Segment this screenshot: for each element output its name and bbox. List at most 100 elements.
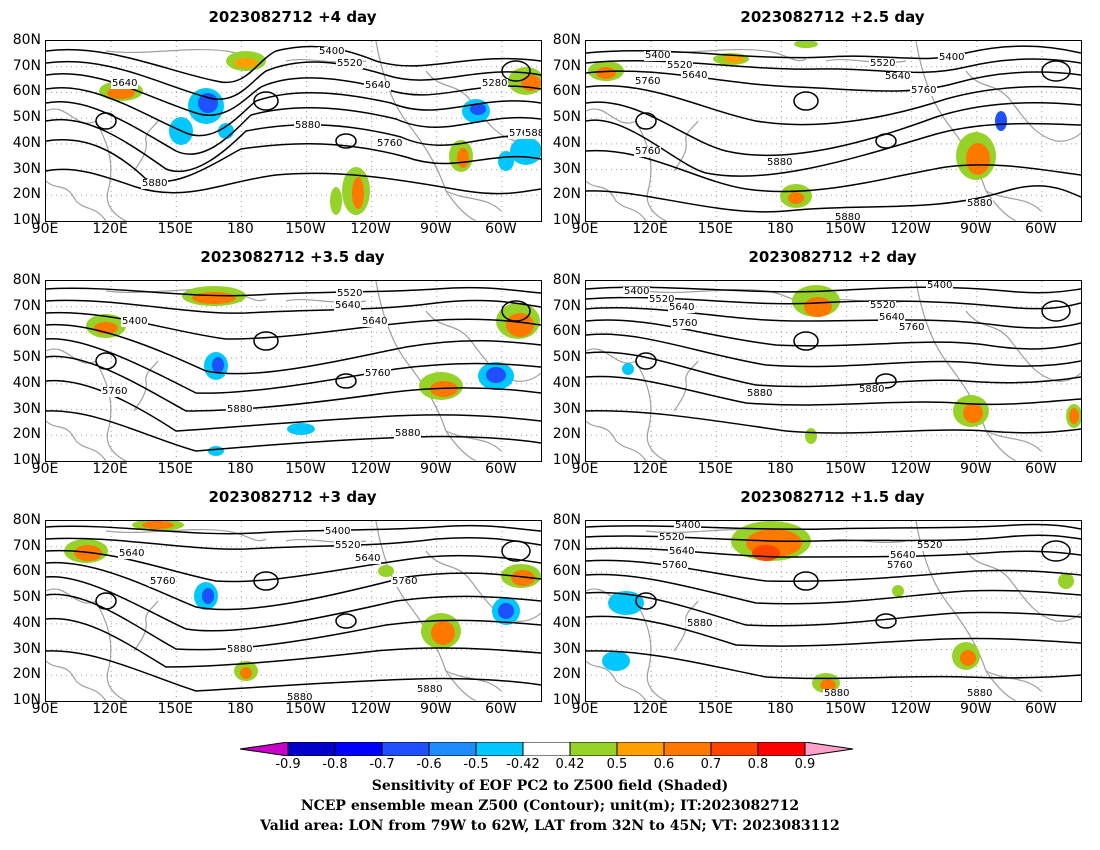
lat-tick-label: 40N — [552, 374, 581, 391]
z500-contour — [586, 650, 1081, 680]
z500-closed-contour — [335, 373, 357, 389]
lat-tick-label: 40N — [12, 374, 41, 391]
lon-tick-label: 120E — [632, 701, 668, 717]
lon-tick-label: 60W — [485, 221, 517, 237]
lon-tick-label: 120W — [890, 701, 931, 717]
lon-tick-label: 150W — [285, 701, 326, 717]
lon-tick-label: 120W — [350, 461, 391, 477]
lat-tick-label: 70N — [12, 297, 41, 314]
z500-contour — [586, 351, 1081, 388]
coastline — [445, 190, 502, 212]
z500-contour — [586, 333, 1081, 368]
lat-tick-label: 40N — [12, 134, 41, 151]
z500-contour — [46, 299, 541, 314]
contour-label: 5880 — [746, 388, 774, 399]
colorbar-segment — [522, 742, 571, 756]
contour-label: 5640 — [878, 312, 906, 323]
contour-label: 5640 — [681, 70, 709, 81]
map-area: 5400 5520 5640 5640 5760 5760 5880 5880 5880 — [45, 520, 542, 702]
sensitivity-shading — [457, 148, 469, 168]
sensitivity-shading — [511, 570, 535, 586]
lat-tick-label: 70N — [552, 297, 581, 314]
sensitivity-shading — [202, 588, 214, 604]
panel-title: 2023082712 +3 day — [208, 488, 377, 506]
lat-tick-label: 30N — [12, 400, 41, 417]
lat-tick-label: 50N — [552, 589, 581, 606]
coastline — [133, 360, 159, 412]
colorbar-tick-label: 0.42 — [555, 757, 585, 772]
panel-title: 2023082712 +3.5 day — [200, 248, 385, 266]
lon-tick-label: 90W — [419, 221, 452, 237]
panel-title: 2023082712 +1.5 day — [740, 488, 925, 506]
lon-tick-label: 90E — [31, 221, 59, 237]
contour-label: 5760 — [886, 560, 914, 571]
z500-contour — [46, 168, 541, 195]
lat-tick-label: 70N — [12, 537, 41, 554]
z500-contour — [586, 286, 1081, 294]
lon-tick-label: 150E — [697, 221, 734, 237]
lon-tick-label: 90W — [419, 461, 452, 477]
sensitivity-shading — [486, 367, 506, 383]
coastline — [915, 521, 1017, 701]
z500-contour — [586, 101, 1081, 157]
sensitivity-shading — [960, 650, 976, 666]
lat-tick-label: 20N — [552, 186, 581, 203]
lat-tick-label: 20N — [12, 666, 41, 683]
contour-label: 5640 — [364, 80, 392, 91]
contour-label: 5520 — [666, 60, 694, 71]
z500-contour — [586, 85, 1081, 126]
lon-tick-label: 90E — [31, 701, 59, 717]
lat-tick-label: 60N — [12, 323, 41, 340]
z500-contour — [586, 45, 1081, 60]
lat-tick-label: 80N — [12, 512, 41, 528]
contour-label: 5640 — [334, 300, 362, 311]
contour-label: 5880 — [294, 120, 322, 131]
contour-label: 5880 — [858, 384, 886, 395]
lat-tick-label: 60N — [12, 563, 41, 580]
lat-tick-label: 70N — [12, 57, 41, 74]
colorbar-tick-label: 0.6 — [653, 757, 675, 772]
contour-label: 5640 — [111, 78, 139, 89]
contour-label: 5880 — [394, 428, 422, 439]
z500-contour — [46, 576, 541, 632]
lat-tick-label: 30N — [12, 160, 41, 177]
colorbar-segment — [475, 742, 524, 756]
contour-label: 5880 — [524, 129, 541, 139]
lat-tick-label: 30N — [12, 640, 41, 657]
lon-tick-label: 180 — [227, 221, 254, 237]
colorbar-right-triangle — [804, 742, 854, 756]
coastline — [46, 180, 107, 221]
sensitivity-shading — [208, 446, 224, 456]
z500-contour — [46, 118, 541, 172]
map-svg — [586, 521, 1081, 701]
sensitivity-shading — [498, 603, 514, 619]
map-svg — [586, 281, 1081, 461]
lon-tick-label: 150E — [697, 701, 734, 717]
sensitivity-shading — [506, 313, 534, 337]
sensitivity-shading — [794, 41, 818, 48]
sensitivity-shading — [352, 177, 364, 209]
sensitivity-shading — [240, 667, 252, 679]
z500-contour — [46, 45, 541, 84]
contour-label: 5760 — [661, 560, 689, 571]
coastline — [133, 600, 159, 652]
coastline — [586, 180, 647, 221]
z500-contour — [46, 410, 541, 452]
sensitivity-shading — [752, 545, 780, 561]
contour-label: 5400 — [318, 46, 346, 57]
z500-contour — [46, 355, 541, 412]
contour-label: 5880 — [286, 692, 314, 702]
colorbar — [240, 742, 854, 756]
colorbar-segment — [616, 742, 665, 756]
lat-tick-label: 80N — [552, 272, 581, 288]
colorbar-segment — [569, 742, 618, 756]
lon-tick-label: 120W — [890, 461, 931, 477]
colorbar-tick-label: -0.6 — [416, 757, 442, 772]
lon-tick-label: 150E — [157, 221, 194, 237]
map-area: 5400 5520 5640 5760 5400 5520 5640 5760 5760 5880… — [585, 40, 1082, 222]
sensitivity-shading — [212, 357, 224, 373]
map-area: 5400 5520 5640 5760 5520 5640 5760 5880 5880 5880 — [585, 520, 1082, 702]
colorbar-tick-label: 0.9 — [794, 757, 816, 772]
contour-label: 5520 — [334, 540, 362, 551]
lon-tick-label: 180 — [767, 221, 794, 237]
